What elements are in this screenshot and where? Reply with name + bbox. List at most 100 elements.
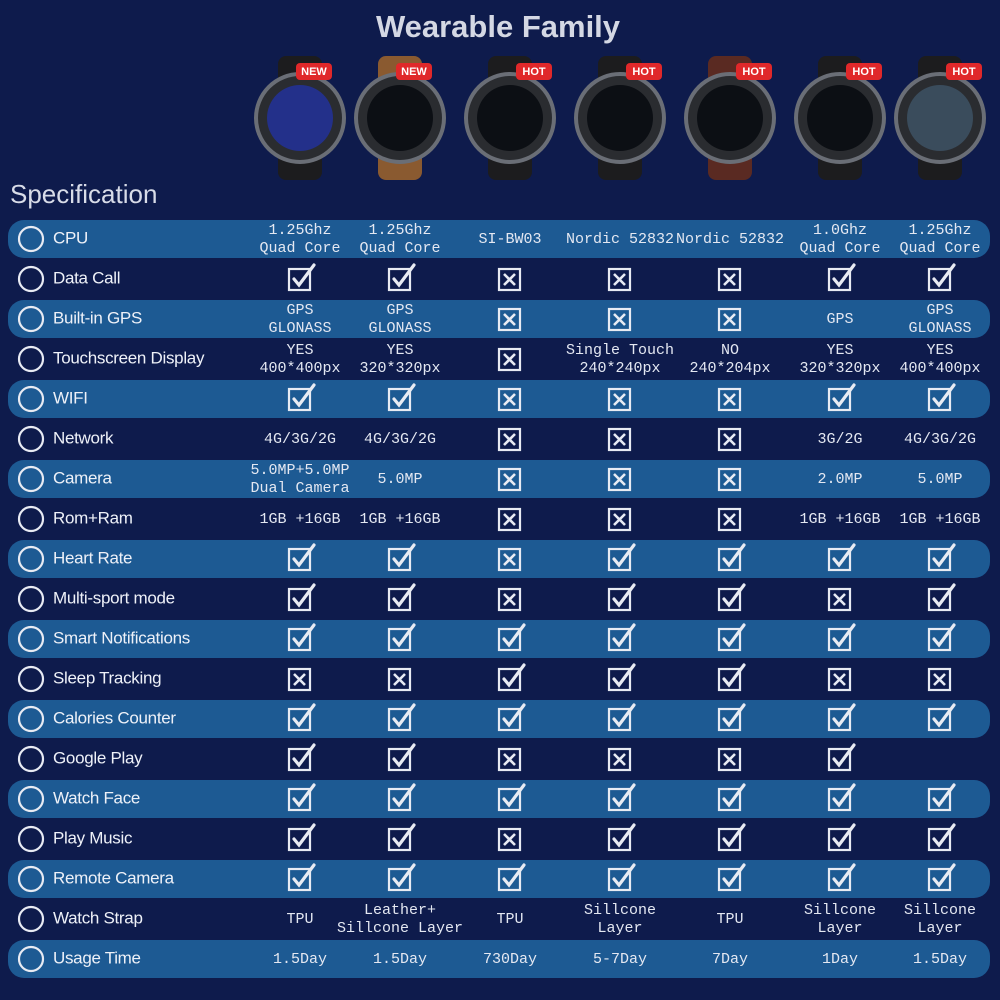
watch-face [477,85,543,151]
icon-box [607,507,632,532]
cell-text: 3G/2G [817,431,862,448]
check-stroke [832,543,856,568]
cell-text: Dual Camera [250,480,349,497]
check-icon [827,383,856,412]
badge: NEW [301,66,327,78]
row-label: Camera [53,468,113,487]
icon-box [827,547,852,572]
cross-stroke [503,353,516,366]
cell-text: 320*320px [359,360,440,377]
check-stroke [292,743,316,768]
cross-stroke [503,833,516,846]
icon-box [717,507,742,532]
cross-stroke [723,513,736,526]
cross-stroke [393,673,406,686]
icon-box [607,427,632,452]
cell-text: YES [926,342,953,359]
cell-text: 240*240px [579,360,660,377]
cell-text: 4G/3G/2G [264,431,336,448]
title: Wearable Family [376,9,621,44]
icon-box [497,427,522,452]
badge-bg [946,63,982,80]
icon-box [287,587,312,612]
icon-box [497,387,522,412]
check-icon [387,743,416,772]
icon-box [607,787,632,812]
cell-text: Quad Core [359,240,440,257]
check-stroke [392,703,416,728]
cell-text: 400*400px [259,360,340,377]
check-icon [497,783,526,812]
check-icon [607,543,636,572]
icon-box [717,547,742,572]
cross-stroke [503,313,516,326]
cell-text: TPU [496,911,523,928]
watch-face [907,85,973,151]
check-icon [497,623,526,652]
check-stroke [932,543,956,568]
check-icon [827,263,856,292]
check-stroke [722,823,746,848]
row-label: WIFI [53,388,88,407]
cross-icon [827,587,852,612]
check-icon [387,623,416,652]
cross-icon [717,307,742,332]
check-icon [827,823,856,852]
check-stroke [832,623,856,648]
icon-box [827,827,852,852]
check-icon [927,583,956,612]
badge-bg [396,63,432,80]
check-stroke [722,703,746,728]
check-stroke [722,543,746,568]
row-label: CPU [53,228,88,247]
icon-box [717,307,742,332]
icon-box [827,707,852,732]
icon-box [717,827,742,852]
icon-box [827,867,852,892]
row-icon [17,225,45,253]
check-stroke [502,623,526,648]
watch-face [697,85,763,151]
check-stroke [722,783,746,808]
icon-box [717,467,742,492]
cross-stroke [933,673,946,686]
icon-box [927,827,952,852]
cross-stroke [503,473,516,486]
icon-box [827,267,852,292]
cross-icon [607,427,632,452]
row-band [8,940,990,978]
check-icon [387,863,416,892]
cross-icon [607,267,632,292]
icon-box [827,587,852,612]
cell-text: 1.5Day [373,951,427,968]
cross-icon [827,667,852,692]
check-stroke [932,823,956,848]
cell-text: 730Day [483,951,537,968]
check-stroke [502,703,526,728]
badge-bg [296,63,332,80]
check-stroke [832,783,856,808]
icon-box [497,627,522,652]
cell-text: NO [721,342,739,359]
check-stroke [502,663,526,688]
check-icon [387,823,416,852]
icon-box [607,827,632,852]
icon-box [717,667,742,692]
check-icon [927,623,956,652]
icon-box [497,667,522,692]
cross-icon [497,827,522,852]
cell-text: Quad Core [259,240,340,257]
cross-stroke [613,433,626,446]
watch-face [807,85,873,151]
cell-text: Sillcone [804,902,876,919]
cross-stroke [833,593,846,606]
cell-text: SI-BW03 [478,231,541,248]
cell-text: Layer [917,920,962,937]
row-icon [17,345,45,373]
cell-text: 2.0MP [817,471,862,488]
cell-text: 5.0MP [917,471,962,488]
cross-icon [927,667,952,692]
row-icon [17,945,45,973]
icon-box [497,267,522,292]
badge: NEW [401,66,427,78]
